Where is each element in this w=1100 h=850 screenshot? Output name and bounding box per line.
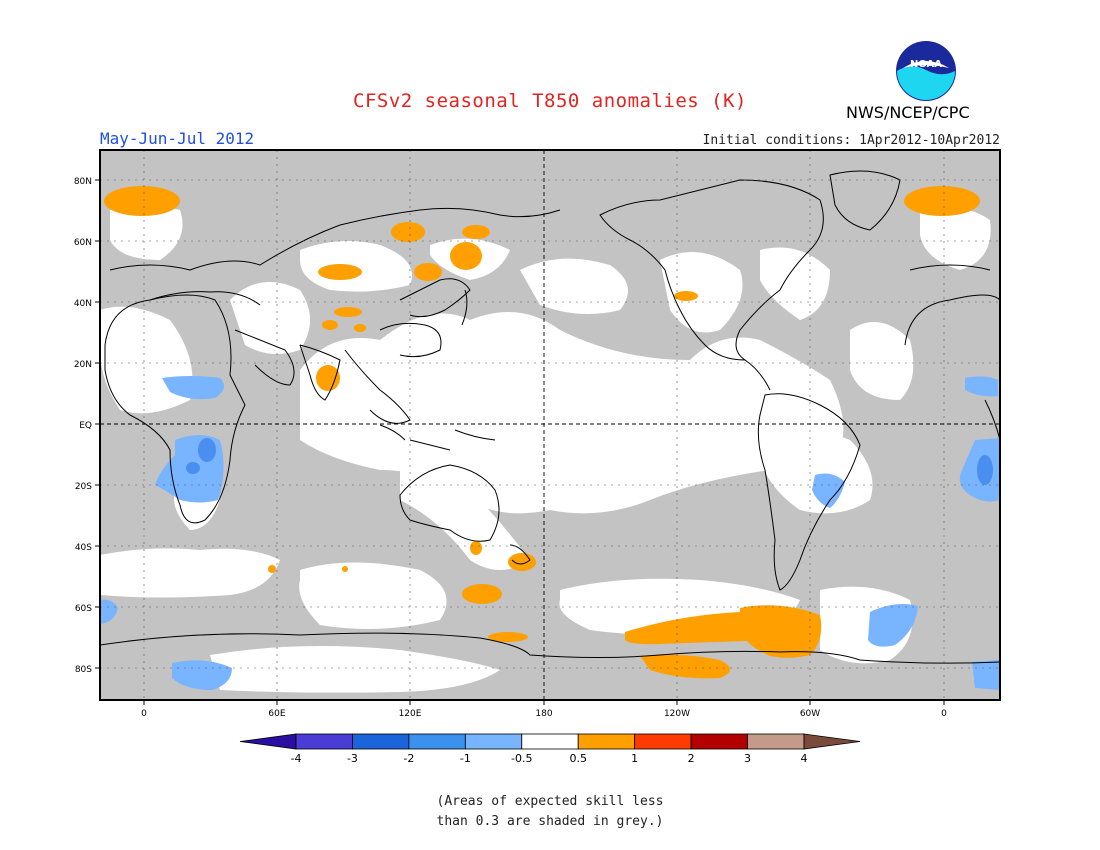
neutral-regions: [100, 205, 991, 693]
lon-label: 120W: [664, 709, 690, 719]
colorbar-label: 1: [631, 752, 638, 765]
colorbar-label: 4: [801, 752, 808, 765]
lon-label: 0: [941, 709, 947, 719]
equator-dateline: [100, 150, 1000, 700]
colorbar-segment: [577, 733, 636, 750]
colorbar-label: 0.5: [569, 752, 587, 765]
lat-label: 80S: [75, 665, 92, 675]
colorbar-label: 2: [688, 752, 695, 765]
lon-label: 60E: [268, 709, 285, 719]
negative-anomalies-mid: [186, 438, 993, 485]
colorbar-label: -3: [347, 752, 358, 765]
longitude-labels: 0 60E 120E 180 120W 60W 0: [141, 709, 947, 719]
colorbar-label: -4: [291, 752, 302, 765]
lon-label: 120E: [399, 709, 422, 719]
lat-label: EQ: [79, 421, 92, 431]
colorbar-segment: [295, 733, 353, 750]
colorbar-label: -2: [403, 752, 414, 765]
lon-label: 180: [535, 709, 552, 719]
colorbar-label: -1: [460, 752, 471, 765]
axis-ticks: [95, 179, 945, 705]
footnote-line-1: (Areas of expected skill less: [436, 794, 664, 809]
lat-label: 20N: [74, 360, 92, 370]
colorbar-segment: [408, 733, 466, 750]
lon-label: 60W: [800, 709, 820, 719]
colorbar-segment: [690, 733, 748, 750]
colorbar-arrow-low: [239, 733, 297, 750]
colorbar-segment: [352, 733, 410, 750]
skill-footnote: (Areas of expected skill less than 0.3 a…: [0, 792, 1100, 832]
colorbar: -4 -3 -2 -1 -0.5 0.5 1 2 3 4: [239, 733, 861, 765]
initial-conditions: Initial conditions: 1Apr2012-10Apr2012: [702, 133, 1000, 148]
lat-label: 60S: [75, 604, 92, 614]
lat-label: 40S: [75, 543, 92, 553]
noaa-logo-text: NOAA: [910, 59, 942, 70]
colorbar-label: 3: [744, 752, 751, 765]
noaa-logo: NOAA: [896, 41, 956, 101]
colorbar-arrow-high: [803, 733, 861, 750]
organization-label: NWS/NCEP/CPC: [846, 103, 970, 122]
positive-anomalies: [104, 186, 980, 679]
lat-label: 20S: [75, 482, 92, 492]
colorbar-segment: [747, 733, 805, 750]
colorbar-segment: [464, 733, 523, 750]
colorbar-label: -0.5: [511, 752, 532, 765]
lat-label: 60N: [74, 238, 92, 248]
lat-label: 80N: [74, 177, 92, 187]
lon-label: 0: [141, 709, 147, 719]
colorbar-segment: [634, 733, 692, 750]
forecast-period: May-Jun-Jul 2012: [100, 129, 255, 148]
gridlines: [100, 150, 1000, 700]
footnote-line-2: than 0.3 are shaded in grey.): [436, 814, 664, 829]
map-frame: [99, 149, 1001, 701]
map-title: CFSv2 seasonal T850 anomalies (K): [353, 90, 747, 112]
lat-label: 40N: [74, 299, 92, 309]
coastlines: [100, 170, 1000, 664]
colorbar-segment: [521, 733, 579, 750]
latitude-labels: 80N 60N 40N 20N EQ 20S 40S 60S 80S: [74, 177, 92, 675]
